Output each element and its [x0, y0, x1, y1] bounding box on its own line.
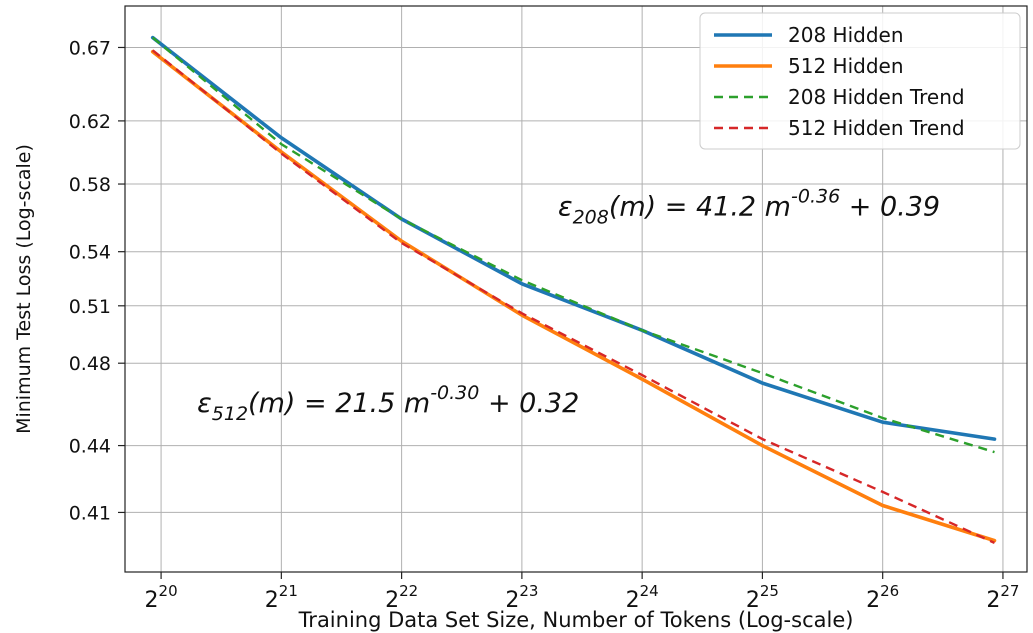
plot-frame — [124, 5, 1028, 573]
y-tick-label: 0.54 — [69, 242, 111, 264]
legend-label: 512 Hidden Trend — [788, 116, 965, 140]
series-line-2 — [150, 49, 997, 543]
equation-annotation: ε208(m) = 41.2 m-0.36 + 0.39 — [558, 186, 940, 229]
legend-label: 208 Hidden Trend — [788, 85, 965, 109]
legend: 208 Hidden 512 Hidden 208 Hidden Trend 512 … — [699, 12, 1021, 150]
x-tick-label: 220 — [145, 582, 178, 613]
x-tick-label: 225 — [746, 582, 779, 613]
equation-annotation: ε512(m) = 21.5 m-0.30 + 0.32 — [197, 382, 579, 425]
x-tick-label: 223 — [505, 582, 538, 613]
y-tick-label: 0.48 — [69, 353, 111, 375]
y-tick-label: 0.41 — [69, 502, 111, 524]
y-tick-label: 0.51 — [69, 296, 111, 318]
y-axis-ticks: 0.41 0.44 0.48 0.51 0.54 0.58 0.62 0.67 — [69, 37, 125, 524]
y-axis-label: Minimum Test Loss (Log-scale) — [13, 144, 35, 434]
y-tick-label: 0.62 — [69, 111, 111, 133]
x-tick-label: 226 — [866, 582, 899, 613]
y-tick-label: 0.44 — [69, 436, 111, 458]
equation-annotations: ε208(m) = 41.2 m-0.36 + 0.39 ε512(m) = 21… — [197, 186, 940, 425]
x-axis-label: Training Data Set Size, Number of Tokens… — [298, 608, 854, 632]
x-tick-label: 221 — [265, 582, 298, 613]
legend-label: 512 Hidden — [788, 54, 904, 78]
x-axis-ticks: 220 221 222 223 224 225 226 227 — [145, 572, 1019, 613]
y-tick-label: 0.58 — [69, 174, 111, 196]
series-line-1 — [150, 35, 997, 441]
legend-box — [699, 12, 1021, 150]
x-tick-label: 222 — [385, 582, 418, 613]
x-tick-label: 227 — [986, 582, 1019, 613]
series-lines — [150, 35, 997, 544]
legend-label: 208 Hidden — [788, 23, 904, 47]
x-tick-label: 224 — [626, 582, 659, 613]
y-tick-label: 0.67 — [69, 37, 111, 59]
